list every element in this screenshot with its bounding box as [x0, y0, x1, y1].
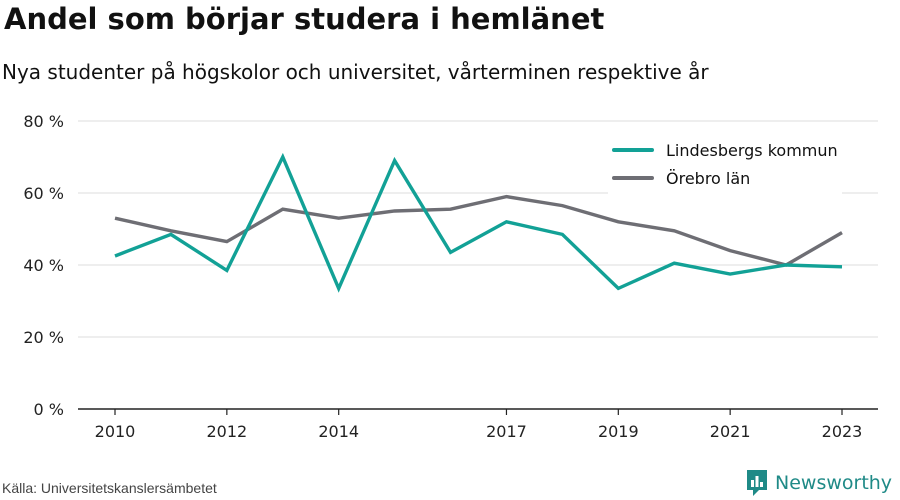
legend-swatch-lindesberg	[612, 148, 654, 152]
series-line-lindesberg	[114, 152, 843, 293]
y-axis-ticks: 0 % 20 % 40 % 60 % 80 %	[23, 112, 64, 419]
legend-label-lindesberg: Lindesbergs kommun	[666, 140, 838, 160]
y-tick-label-40: 40 %	[23, 256, 64, 275]
legend-item-lindesberg: Lindesbergs kommun	[612, 136, 838, 164]
source-note: Källa: Universitetskanslersämbetet	[2, 480, 217, 496]
legend-swatch-orebro	[612, 176, 654, 180]
x-tick-label-2023: 2023	[822, 422, 863, 441]
chart-subtitle: Nya studenter på högskolor och universit…	[2, 60, 709, 84]
legend-label-orebro: Örebro län	[666, 168, 751, 188]
chart-title: Andel som börjar studera i hemlänet	[4, 2, 605, 36]
x-tick-label-2021: 2021	[710, 422, 751, 441]
x-tick-label-2010: 2010	[95, 422, 136, 441]
x-tick-label-2017: 2017	[486, 422, 527, 441]
y-tick-label-20: 20 %	[23, 328, 64, 347]
y-tick-label-0: 0 %	[34, 400, 64, 419]
newsworthy-brand[interactable]: Newsworthy	[745, 468, 892, 498]
y-tick-label-80: 80 %	[23, 112, 64, 131]
newsworthy-logo-icon	[747, 470, 767, 496]
brand-name: Newsworthy	[775, 472, 893, 494]
x-tick-label-2014: 2014	[318, 422, 359, 441]
legend-item-orebro: Örebro län	[612, 164, 838, 192]
series-lines	[114, 152, 843, 293]
series-line-orebro	[114, 194, 843, 267]
x-axis-ticks: 2010 2012 2014 2017 2019 2021 2023	[95, 409, 863, 441]
legend: Lindesbergs kommun Örebro län	[608, 134, 842, 198]
y-tick-label-60: 60 %	[23, 184, 64, 203]
x-tick-label-2012: 2012	[206, 422, 247, 441]
x-tick-label-2019: 2019	[598, 422, 639, 441]
line-chart: 0 % 20 % 40 % 60 % 80 % 2010 2012 2014 2017 2019…	[23, 112, 878, 441]
